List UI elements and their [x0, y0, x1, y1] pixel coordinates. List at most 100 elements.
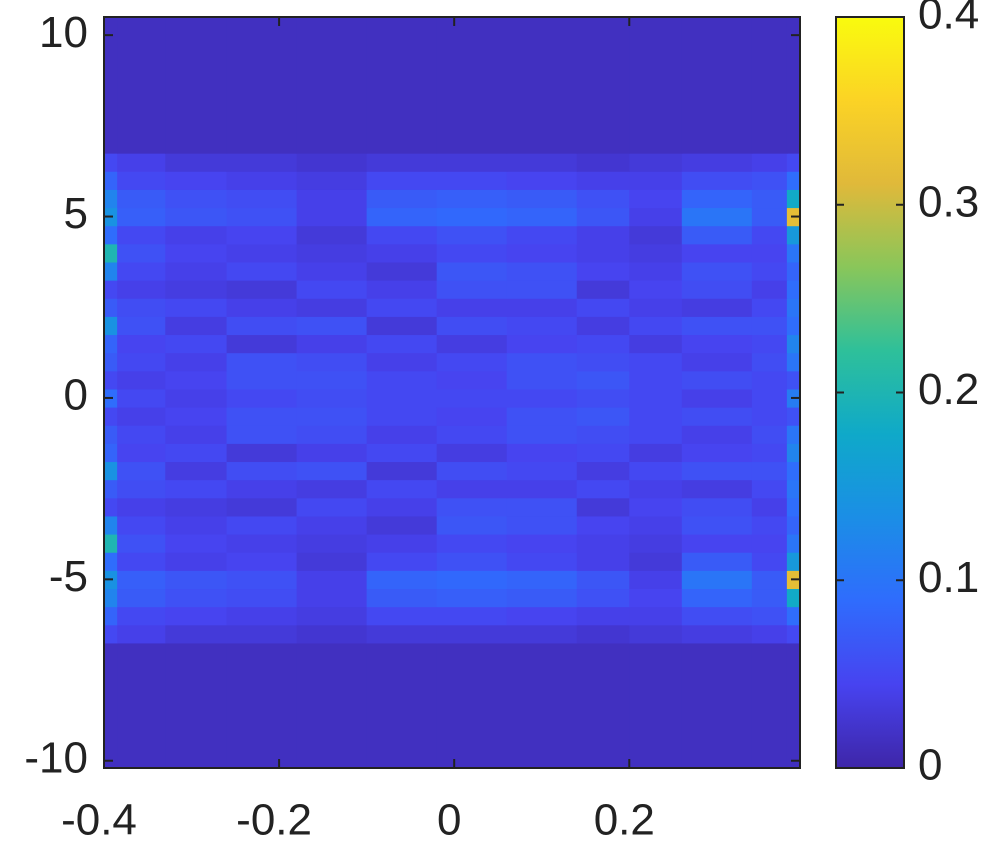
heatmap-cell	[576, 298, 630, 317]
heatmap-cell	[296, 261, 368, 281]
heatmap-cell	[751, 461, 788, 481]
heatmap-cell	[296, 171, 368, 190]
heatmap-cell	[506, 17, 578, 154]
heatmap-cell	[629, 153, 683, 172]
heatmap-cell	[117, 497, 166, 517]
heatmap-cell	[506, 261, 578, 281]
heatmap-cell	[165, 17, 228, 154]
heatmap-cell	[576, 352, 630, 372]
heatmap-cell	[165, 153, 228, 172]
heatmap-cell	[366, 334, 438, 354]
heatmap-cell	[576, 624, 630, 644]
heatmap-cell	[576, 479, 630, 499]
heatmap-cell	[751, 153, 788, 172]
heatmap-cell	[366, 624, 438, 644]
heatmap-cell	[296, 497, 368, 517]
heatmap-cell	[786, 497, 801, 517]
heatmap-cell	[296, 552, 368, 571]
heatmap-cell	[681, 606, 753, 626]
heatmap-cell	[165, 624, 228, 644]
heatmap-cell	[506, 171, 578, 190]
heatmap-cell	[366, 642, 438, 769]
heatmap-cell	[165, 533, 228, 553]
heatmap-cell	[629, 443, 683, 463]
heatmap-cell	[751, 425, 788, 444]
heatmap-cell	[366, 261, 438, 281]
heatmap-cell	[104, 316, 118, 336]
heatmap-cell	[165, 588, 228, 608]
heatmap-cell	[296, 298, 368, 317]
heatmap-cell	[366, 407, 438, 426]
heatmap-cell	[165, 425, 228, 444]
heatmap-cell	[751, 407, 788, 426]
heatmap-cell	[117, 443, 166, 463]
heatmap-cell	[165, 225, 228, 245]
heatmap-cell	[436, 171, 508, 190]
heatmap-cell	[226, 261, 298, 281]
heatmap-cell	[506, 533, 578, 553]
heatmap-cell	[576, 261, 630, 281]
heatmap-cell	[576, 17, 630, 154]
heatmap-cell	[226, 388, 298, 408]
heatmap-cell	[576, 443, 630, 463]
heatmap-cell	[104, 588, 118, 608]
heatmap-cell	[751, 280, 788, 299]
heatmap-cell	[436, 298, 508, 317]
heatmap-cell	[751, 225, 788, 245]
heatmap-cell	[751, 298, 788, 317]
heatmap-cell	[786, 606, 801, 626]
heatmap-cell	[366, 461, 438, 481]
heatmap-cell	[165, 461, 228, 481]
heatmap-cell	[681, 552, 753, 571]
heatmap-cell	[436, 533, 508, 553]
heatmap-cell	[576, 461, 630, 481]
heatmap-cell	[104, 189, 118, 209]
heatmap-cell	[436, 606, 508, 626]
heatmap-cell	[436, 280, 508, 299]
heatmap-cell	[226, 606, 298, 626]
heatmap-cell	[226, 461, 298, 481]
heatmap-cell	[629, 624, 683, 644]
heatmap-cell	[629, 352, 683, 372]
heatmap-cell	[226, 407, 298, 426]
heatmap-cell	[226, 280, 298, 299]
heatmap-cell	[165, 316, 228, 336]
heatmap-cell	[681, 533, 753, 553]
heatmap-cell	[117, 261, 166, 281]
heatmap-cell	[576, 153, 630, 172]
heatmap-cell	[576, 552, 630, 571]
y-tick-label: 5	[64, 189, 88, 238]
heatmap-cell	[366, 443, 438, 463]
x-tick-label: 0.2	[594, 796, 655, 844]
heatmap-cell	[751, 17, 788, 154]
heatmap-cell	[104, 443, 118, 463]
colorbar-tick-label: 0	[918, 741, 942, 790]
heatmap-cell	[165, 407, 228, 426]
heatmap-cell	[366, 570, 438, 590]
heatmap-cell	[436, 407, 508, 426]
x-tick-label: -0.2	[236, 796, 312, 844]
heatmap-cell	[104, 497, 118, 517]
heatmap-cell	[629, 207, 683, 227]
heatmap-cell	[117, 370, 166, 390]
heatmap-cell	[296, 533, 368, 553]
heatmap-cell	[506, 352, 578, 372]
heatmap-cell	[576, 316, 630, 336]
heatmap-cell	[296, 280, 368, 299]
heatmap-cell	[681, 153, 753, 172]
heatmap-cell	[104, 552, 118, 571]
heatmap-cell	[506, 280, 578, 299]
heatmap-cell	[296, 570, 368, 590]
heatmap-cell	[366, 225, 438, 245]
heatmap-cell	[506, 588, 578, 608]
heatmap-cell	[296, 388, 368, 408]
heatmap-cell	[226, 624, 298, 644]
heatmap-cell	[226, 479, 298, 499]
heatmap-cell	[751, 370, 788, 390]
heatmap-cell	[576, 189, 630, 209]
heatmap-cell	[117, 316, 166, 336]
heatmap-cell	[165, 515, 228, 535]
heatmap-cell	[104, 280, 118, 299]
heatmap-cell	[506, 243, 578, 263]
heatmap-cell	[117, 552, 166, 571]
